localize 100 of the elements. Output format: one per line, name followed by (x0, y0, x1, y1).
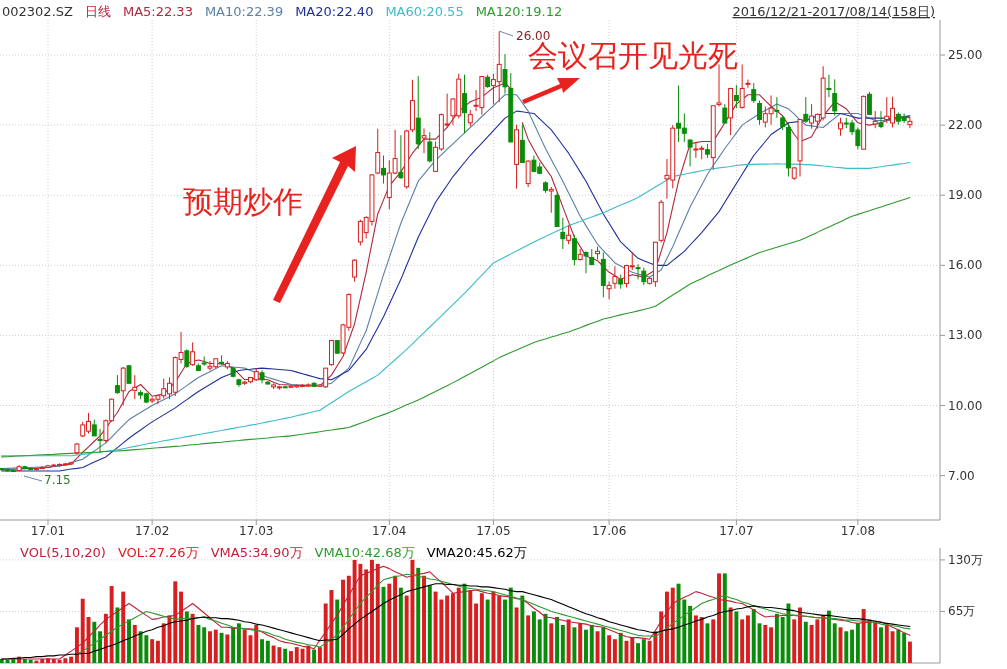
bar (468, 590, 473, 663)
bar (867, 619, 872, 663)
y-tick-label: 19.00 (948, 188, 983, 203)
bar (161, 623, 166, 663)
bar (705, 623, 710, 663)
bar (219, 632, 224, 663)
bar (589, 624, 594, 663)
bar (485, 599, 490, 663)
bar (769, 627, 774, 663)
line-series (1, 583, 911, 660)
annotation: 预期炒作 (183, 184, 303, 219)
x-tick-label: 17.07 (719, 524, 754, 538)
chart-subtitle: 2016/12/21-2017/08/14(158日) (732, 4, 935, 19)
text: MA5:22.33 (122, 4, 193, 19)
bar (844, 631, 849, 663)
legend-title: VOL(5,10,20) (20, 545, 106, 560)
bar (121, 591, 126, 663)
bar (190, 613, 195, 663)
bar (751, 609, 756, 663)
text: VOL:27.26万 (117, 545, 199, 560)
x-tick-label: 17.06 (591, 524, 627, 538)
bar (717, 573, 721, 663)
bar (445, 595, 450, 663)
bar (560, 624, 565, 663)
bar (821, 615, 826, 663)
bar (242, 629, 247, 663)
bar (745, 615, 750, 663)
bar (479, 593, 484, 663)
bar (711, 619, 716, 663)
bar (497, 595, 502, 663)
bar (312, 649, 317, 663)
bar (427, 585, 432, 663)
bar (503, 599, 507, 663)
bar (393, 575, 398, 663)
bar (763, 624, 768, 663)
bar (537, 619, 542, 663)
bar (803, 621, 808, 663)
bar (572, 627, 577, 663)
bar (722, 573, 727, 663)
bar (416, 567, 421, 663)
bar (450, 593, 455, 663)
bar (109, 586, 114, 663)
bar (665, 591, 669, 663)
bar (335, 599, 340, 663)
y-tick-label: 22.00 (948, 118, 983, 133)
x-tick-label: 17.02 (134, 524, 170, 538)
bar (179, 591, 184, 663)
bar (607, 635, 612, 663)
bar (659, 611, 664, 663)
bar (896, 629, 901, 663)
bar (491, 591, 496, 663)
x-tick-label: 17.01 (30, 524, 66, 538)
bar (132, 624, 137, 663)
bar (688, 605, 693, 663)
bar (526, 615, 531, 663)
bar (150, 639, 155, 663)
y-tick-label: 13.00 (948, 328, 983, 343)
bar (346, 575, 351, 663)
bar (196, 624, 201, 663)
bar (555, 617, 560, 663)
bar (294, 647, 299, 663)
bar (184, 611, 189, 663)
x-tick-label: 17.08 (840, 524, 876, 538)
bar (641, 639, 646, 663)
x-tick-label: 17.04 (372, 524, 407, 538)
y-tick-label: 7.00 (948, 468, 975, 483)
bar (774, 613, 779, 663)
bar (902, 632, 907, 663)
bar (28, 659, 33, 663)
bar (798, 607, 802, 663)
bar (375, 563, 380, 663)
text: MA20:22.40 (295, 4, 374, 19)
x-tick-label: 17.05 (476, 524, 511, 538)
annotation: 7.15 (44, 473, 71, 487)
series-label: VMA20:45.62万 (426, 545, 527, 560)
bar (890, 631, 895, 663)
y-tick-label: 65万 (948, 604, 976, 619)
bar (693, 615, 698, 663)
text: VMA5:34.90万 (210, 545, 303, 560)
annotation: 26.00 (516, 29, 551, 43)
bar (173, 581, 178, 663)
bar (792, 619, 797, 663)
bar (850, 629, 855, 663)
line-series (76, 573, 911, 655)
bar (531, 611, 536, 663)
bar (826, 610, 831, 663)
bar (398, 587, 403, 663)
bar (283, 648, 288, 663)
bar (855, 623, 860, 663)
bar (260, 639, 265, 663)
bar (422, 575, 426, 663)
bar (80, 598, 85, 663)
text: MA10:22.39 (204, 4, 284, 19)
bar (520, 595, 525, 663)
bar (364, 569, 369, 663)
y-tick-label: 10.00 (948, 398, 983, 413)
bar (578, 623, 583, 663)
bar (254, 624, 259, 663)
bar (670, 587, 675, 663)
bar (514, 607, 519, 663)
